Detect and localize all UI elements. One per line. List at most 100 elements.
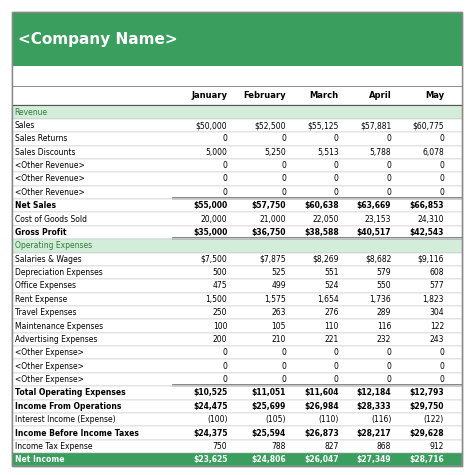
Text: $28,217: $28,217 <box>356 428 392 437</box>
Text: 0: 0 <box>386 361 392 371</box>
Text: 250: 250 <box>213 308 228 317</box>
Text: 122: 122 <box>430 322 444 331</box>
Text: 21,000: 21,000 <box>259 215 286 224</box>
Text: (105): (105) <box>265 415 286 424</box>
Text: 525: 525 <box>272 268 286 277</box>
Bar <box>12 306 462 319</box>
Text: 827: 827 <box>324 442 338 451</box>
Text: Cost of Goods Sold: Cost of Goods Sold <box>15 215 87 224</box>
Text: Salaries & Wages: Salaries & Wages <box>15 255 82 264</box>
Text: 221: 221 <box>324 335 338 344</box>
Text: 579: 579 <box>377 268 392 277</box>
Text: <Other Revenue>: <Other Revenue> <box>15 174 84 183</box>
Text: Rent Expense: Rent Expense <box>15 295 67 304</box>
Bar <box>12 239 462 253</box>
Text: 0: 0 <box>334 188 338 197</box>
Bar <box>12 199 462 212</box>
Text: <Other Revenue>: <Other Revenue> <box>15 161 84 170</box>
Text: 304: 304 <box>429 308 444 317</box>
Text: $28,333: $28,333 <box>357 402 392 411</box>
Text: 0: 0 <box>281 174 286 183</box>
Text: 475: 475 <box>213 282 228 290</box>
Text: 0: 0 <box>223 188 228 197</box>
Text: February: February <box>243 91 286 100</box>
Text: 23,153: 23,153 <box>365 215 392 224</box>
Text: $26,984: $26,984 <box>304 402 338 411</box>
Text: 1,823: 1,823 <box>422 295 444 304</box>
Bar <box>12 212 462 226</box>
Bar <box>12 386 462 399</box>
Text: 243: 243 <box>429 335 444 344</box>
Text: Interest Income (Expense): Interest Income (Expense) <box>15 415 115 424</box>
Text: 110: 110 <box>324 322 338 331</box>
Text: 0: 0 <box>223 361 228 371</box>
Text: 550: 550 <box>377 282 392 290</box>
Text: $24,806: $24,806 <box>251 455 286 464</box>
Text: 276: 276 <box>324 308 338 317</box>
Text: $25,699: $25,699 <box>252 402 286 411</box>
Text: 750: 750 <box>213 442 228 451</box>
Text: 499: 499 <box>271 282 286 290</box>
Text: 1,736: 1,736 <box>370 295 392 304</box>
Text: 6,078: 6,078 <box>422 148 444 157</box>
Text: 1,575: 1,575 <box>264 295 286 304</box>
Text: 0: 0 <box>223 375 228 384</box>
Bar <box>12 333 462 346</box>
Bar <box>12 145 462 159</box>
Text: 551: 551 <box>324 268 338 277</box>
Bar <box>12 293 462 306</box>
Bar <box>12 119 462 132</box>
Text: 0: 0 <box>439 188 444 197</box>
Text: $55,125: $55,125 <box>307 121 338 130</box>
Text: 0: 0 <box>439 375 444 384</box>
Text: 0: 0 <box>223 174 228 183</box>
Text: 0: 0 <box>386 375 392 384</box>
Text: $7,875: $7,875 <box>259 255 286 264</box>
Text: 788: 788 <box>272 442 286 451</box>
Text: Income From Operations: Income From Operations <box>15 402 121 411</box>
Text: Revenue: Revenue <box>15 108 48 117</box>
Text: 0: 0 <box>281 348 286 357</box>
Bar <box>12 360 462 373</box>
Bar <box>12 105 462 119</box>
Bar <box>12 399 462 413</box>
Text: $8,682: $8,682 <box>365 255 392 264</box>
Text: <Company Name>: <Company Name> <box>18 32 177 47</box>
Text: 100: 100 <box>213 322 228 331</box>
Text: Total Operating Expenses: Total Operating Expenses <box>15 389 125 398</box>
Text: $40,517: $40,517 <box>357 228 392 237</box>
Text: $63,669: $63,669 <box>357 201 392 210</box>
Text: $42,543: $42,543 <box>410 228 444 237</box>
Text: $25,594: $25,594 <box>252 428 286 437</box>
Text: $52,500: $52,500 <box>255 121 286 130</box>
Text: $24,375: $24,375 <box>193 428 228 437</box>
Text: 0: 0 <box>334 375 338 384</box>
Bar <box>12 373 462 386</box>
Text: 0: 0 <box>281 161 286 170</box>
Text: $55,000: $55,000 <box>193 201 228 210</box>
Text: 0: 0 <box>334 174 338 183</box>
Text: 0: 0 <box>281 375 286 384</box>
Text: $24,475: $24,475 <box>193 402 228 411</box>
Text: Net Sales: Net Sales <box>15 201 55 210</box>
Text: 0: 0 <box>439 161 444 170</box>
Text: Travel Expenses: Travel Expenses <box>15 308 76 317</box>
Text: 0: 0 <box>334 361 338 371</box>
Text: 0: 0 <box>334 134 338 143</box>
Text: $11,051: $11,051 <box>252 389 286 398</box>
Text: Operating Expenses: Operating Expenses <box>15 241 92 250</box>
Text: 500: 500 <box>213 268 228 277</box>
Text: 0: 0 <box>223 134 228 143</box>
Text: 200: 200 <box>213 335 228 344</box>
Text: <Other Expense>: <Other Expense> <box>15 375 83 384</box>
Text: May: May <box>425 91 444 100</box>
Bar <box>12 12 462 66</box>
Text: 263: 263 <box>272 308 286 317</box>
Text: $26,873: $26,873 <box>304 428 338 437</box>
Text: Advertising Expenses: Advertising Expenses <box>15 335 97 344</box>
Bar <box>12 427 462 440</box>
Text: 105: 105 <box>272 322 286 331</box>
Text: $60,775: $60,775 <box>412 121 444 130</box>
Bar <box>12 186 462 199</box>
Text: 577: 577 <box>429 282 444 290</box>
